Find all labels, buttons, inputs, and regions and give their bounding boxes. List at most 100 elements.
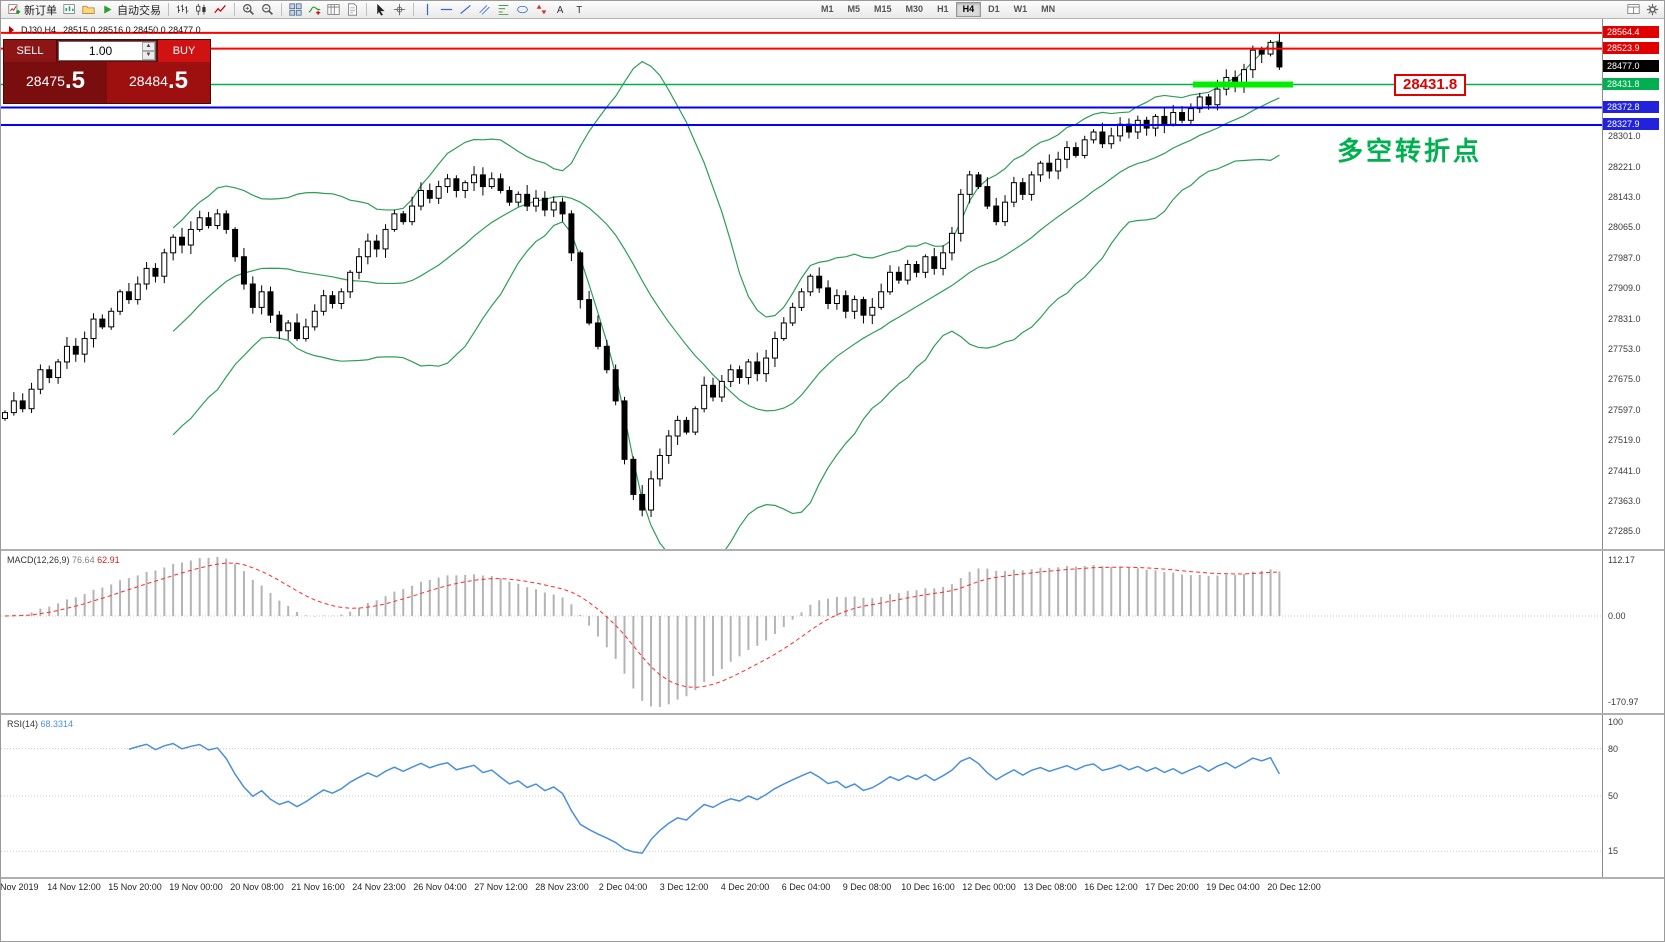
- line-chart-button[interactable]: [211, 2, 230, 18]
- time-axis-label: 15 Nov 20:00: [108, 882, 162, 892]
- profiles-button[interactable]: [79, 2, 98, 18]
- line-price-label: 28564.4: [1603, 25, 1659, 38]
- timeframe-w1-button[interactable]: W1: [1013, 4, 1028, 14]
- zoom-out-button[interactable]: [258, 2, 277, 18]
- price-chart-canvas[interactable]: [1, 19, 1602, 549]
- macd-main-value: 76.64: [72, 555, 95, 565]
- timeframe-m1-button[interactable]: M1: [821, 4, 834, 14]
- line-price-label: 28327.9: [1603, 118, 1659, 131]
- price-tick: 27831.0: [1608, 313, 1641, 324]
- buy-price-fraction: .5: [167, 67, 188, 94]
- shapes-button[interactable]: [513, 2, 532, 18]
- equidistant-channel-button[interactable]: [475, 2, 494, 18]
- price-scale[interactable]: 28301.0 28221.0 28143.0 28065.0 27987.0 27909…: [1602, 19, 1664, 549]
- indicators-icon: [308, 3, 321, 16]
- time-axis-label: 9 Dec 08:00: [842, 882, 892, 892]
- crosshair-button[interactable]: [390, 2, 409, 18]
- timeframe-m15-button[interactable]: M15: [874, 4, 892, 14]
- macd-canvas[interactable]: [1, 551, 1602, 713]
- arrows-button[interactable]: [532, 2, 551, 18]
- lot-size-value[interactable]: 1.00: [88, 44, 113, 58]
- time-axis-label: 27 Nov 12:00: [474, 882, 528, 892]
- rsi-window[interactable]: RSI(14) 68.3314 100 80 50 15: [1, 713, 1664, 877]
- new-order-button-label: 新订单: [24, 4, 57, 17]
- rsi-label: RSI(14) 68.3314: [7, 719, 73, 729]
- sell-button[interactable]: SELL: [4, 40, 57, 62]
- time-axis-label: 26 Nov 04:00: [413, 882, 467, 892]
- price-callout-label[interactable]: 28431.8: [1394, 74, 1467, 96]
- time-axis[interactable]: 13 Nov 2019 14 Nov 12:00 15 Nov 20:00 19 No…: [0, 877, 1664, 941]
- new-chart-button[interactable]: [60, 2, 79, 18]
- shapes-icon: [516, 3, 529, 16]
- crosshair-icon: [393, 3, 406, 16]
- symbol-ohlc: 28515.0 28516.0 28450.0 28477.0: [63, 25, 201, 35]
- rsi-scale[interactable]: 100 80 50 15: [1602, 715, 1664, 877]
- macd-label: MACD(12,26,9) 76.64 62.91: [7, 555, 120, 565]
- vertical-line-button[interactable]: [418, 2, 437, 18]
- toolbar-left-groups: 新订单 自动交易 A T: [5, 2, 589, 18]
- macd-scale-tick: 0.00: [1608, 611, 1626, 622]
- macd-scale[interactable]: 112.17 0.00 -170.97: [1602, 551, 1664, 713]
- sell-price[interactable]: 28475 .5: [4, 62, 107, 103]
- autotrading-icon: [101, 3, 114, 16]
- text-label-button[interactable]: T: [570, 2, 589, 18]
- templates-button[interactable]: [343, 2, 362, 18]
- indicators-button[interactable]: [305, 2, 324, 18]
- bar-chart-button[interactable]: [173, 2, 192, 18]
- time-axis-label: 6 Dec 04:00: [781, 882, 831, 892]
- main-chart-window[interactable]: DJ30,H4 28515.0 28516.0 28450.0 28477.0 …: [1, 19, 1664, 549]
- macd-signal-value: 62.91: [97, 555, 120, 565]
- price-tick: 27441.0: [1608, 465, 1641, 476]
- time-axis-label: 3 Dec 12:00: [659, 882, 709, 892]
- price-tick: 28301.0: [1608, 130, 1641, 141]
- price-tick: 27753.0: [1608, 344, 1641, 355]
- timeframe-m5-button[interactable]: M5: [847, 4, 861, 14]
- line-chart-icon: [214, 3, 227, 16]
- timeframe-mn-button[interactable]: MN: [1041, 4, 1056, 14]
- rsi-scale-tick: 50: [1608, 791, 1619, 801]
- toolbar-separator: [281, 3, 282, 16]
- rsi-canvas[interactable]: [1, 715, 1602, 877]
- rsi-name: RSI(14): [7, 719, 39, 729]
- svg-text:A: A: [557, 5, 564, 16]
- horizontal-line-icon: [440, 3, 453, 16]
- label-icon: T: [573, 3, 586, 16]
- zoom-in-button[interactable]: [239, 2, 258, 18]
- time-axis-label: 28 Nov 23:00: [535, 882, 589, 892]
- macd-window[interactable]: MACD(12,26,9) 76.64 62.91 112.17 0.00 -170…: [1, 549, 1664, 713]
- periods-button[interactable]: [324, 2, 343, 18]
- lot-size-input[interactable]: 1.00 ▲ ▼: [58, 41, 156, 61]
- horizontal-line-button[interactable]: [437, 2, 456, 18]
- turning-point-annotation[interactable]: 多空转折点: [1337, 136, 1483, 166]
- timeframe-h4-button[interactable]: H4: [955, 2, 982, 17]
- buy-button[interactable]: BUY: [157, 40, 210, 62]
- autotrading-button[interactable]: 自动交易: [98, 2, 164, 18]
- time-axis-label: 13 Dec 08:00: [1023, 882, 1077, 892]
- text-button[interactable]: A: [551, 2, 570, 18]
- settings-icon: [1646, 3, 1659, 16]
- toolbar-separator: [366, 3, 367, 16]
- cursor-button[interactable]: [371, 2, 390, 18]
- trendline-button[interactable]: [456, 2, 475, 18]
- window-layout-button[interactable]: [1624, 2, 1643, 18]
- candlestick-chart-button[interactable]: [192, 2, 211, 18]
- price-tick: 27519.0: [1608, 435, 1641, 446]
- new-order-button[interactable]: 新订单: [5, 2, 60, 18]
- price-tick: 27597.0: [1608, 404, 1641, 415]
- line-price-label: 28431.8: [1603, 77, 1659, 90]
- timeframe-h1-button[interactable]: H1: [937, 4, 949, 14]
- lot-spinner: ▲ ▼: [142, 42, 155, 60]
- buy-price[interactable]: 28484 .5: [107, 62, 210, 103]
- symbol-info: DJ30,H4 28515.0 28516.0 28450.0 28477.0: [9, 25, 201, 35]
- fibonacci-button[interactable]: [494, 2, 513, 18]
- timeframe-d1-button[interactable]: D1: [988, 4, 1000, 14]
- timeframe-m30-button[interactable]: M30: [905, 4, 924, 14]
- tile-windows-button[interactable]: [286, 2, 305, 18]
- lot-decrease-button[interactable]: ▼: [142, 51, 155, 60]
- settings-button[interactable]: [1643, 2, 1662, 18]
- toolbar: 新订单 自动交易 A T M1 M5 M15 M30 H1 H4 D1 W1 MN: [1, 1, 1664, 19]
- time-axis-label: 13 Nov 2019: [0, 882, 39, 892]
- time-axis-label: 19 Dec 04:00: [1206, 882, 1260, 892]
- lot-increase-button[interactable]: ▲: [142, 42, 155, 51]
